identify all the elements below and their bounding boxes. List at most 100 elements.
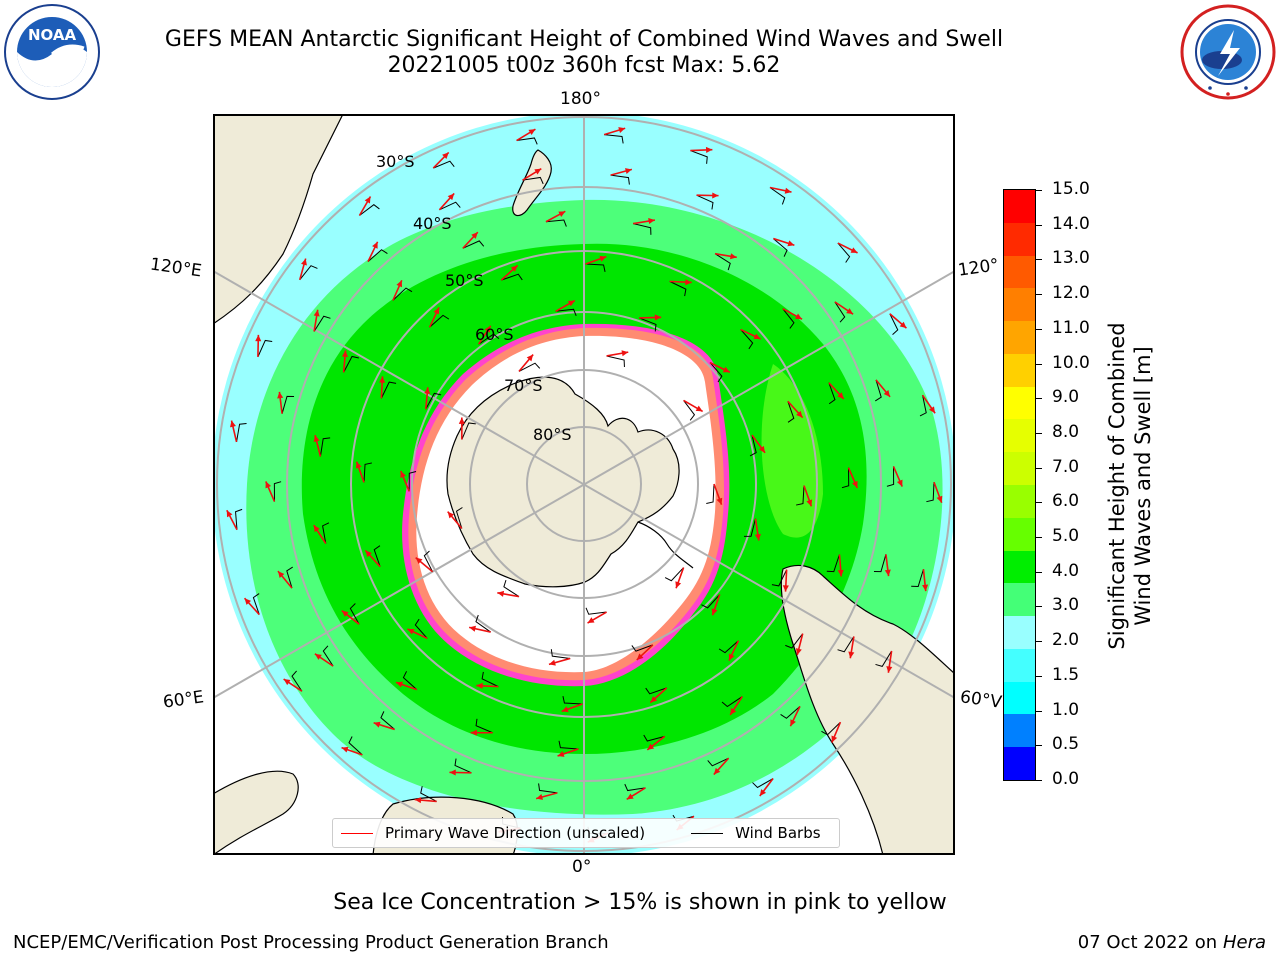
noaa-logo: NOAA [4,4,100,100]
wave-direction-arrowhead [497,590,505,597]
wave-direction-arrowhead [469,625,476,632]
wind-barb [669,280,687,297]
wave-direction-arrowhead [471,232,478,239]
wind-barb [501,273,523,281]
lon-label-0: 0° [572,857,592,877]
colorbar-title-line2: Wind Waves and Swell [m] [1131,346,1155,626]
colorbar-tick-label: 12.0 [1052,283,1090,304]
wave-direction-arrowhead [301,258,307,266]
wind-barb [461,422,476,440]
wind-barb [408,470,417,492]
colorbar-segment [1004,321,1035,355]
wind-barb [281,395,295,414]
wind-barb-swatch [691,832,724,834]
wind-barb [252,593,260,615]
footer-date-text: 07 Oct 2022 on [1077,932,1223,953]
antarctic-peninsula [637,521,694,569]
australia-land [213,114,344,325]
colorbar-tick-label: 8.0 [1052,421,1080,442]
chart-subtitle: 20221005 t00z 360h fcst Max: 5.62 [387,53,781,78]
wave-direction-arrowhead [447,193,455,201]
map-panel [213,114,955,855]
colorbar-segment [1004,714,1035,748]
wave-direction-arrowhead [850,247,858,253]
colorbar-segment [1004,747,1035,781]
wind-barb [423,550,434,572]
colorbar-segment [1004,386,1035,420]
noaa-logo-text: NOAA [28,26,77,44]
wave-direction-arrowhead [396,681,403,688]
wind-barb [414,618,428,639]
wind-barb [503,579,520,598]
wave-direction-arrowhead [476,682,483,689]
wind-barb [740,329,754,350]
wind-barb [785,633,804,649]
wind-barb [367,249,388,262]
colorbar-segment [1004,353,1035,387]
colorbar-segment [1004,485,1035,518]
colorbar-segment [1004,255,1035,289]
wind-barb [429,314,450,328]
colorbar-segment [1004,616,1035,650]
wave-direction-arrowhead [846,308,854,315]
wind-barb [633,223,652,235]
wind-barb [782,308,795,329]
wave-direction-arrowhead [414,797,422,804]
footer-system: Hera [1222,932,1266,953]
colorbar-tick-label: 0.5 [1052,734,1080,755]
wind-barb [439,201,461,211]
wind-barb [392,287,413,301]
lat-label-30s: 30°S [376,152,415,171]
wind-barb [696,194,714,210]
wind-barb [380,381,397,399]
wave-direction-arrowhead [255,334,262,342]
footer-credit: NCEP/EMC/Verification Post Processing Pr… [13,932,609,953]
wave-direction-arrowhead [758,445,766,453]
wind-barb [359,204,380,216]
wave-direction-arrowhead [355,461,362,469]
colorbar-segment [1004,452,1035,486]
wave-direction-arrowhead [621,350,629,357]
wind-barb [538,783,558,794]
wave-direction-arrowhead [675,581,682,589]
colorbar-tick [1036,224,1042,226]
wave-direction-swatch [341,832,373,834]
wind-barb [518,362,541,372]
wind-barb [343,355,359,373]
wave-direction-arrowhead [705,146,713,153]
colorbar-tick [1036,398,1042,400]
wave-direction-arrowhead [526,354,534,362]
wave-direction-arrowhead [722,366,730,373]
wave-direction-arrowhead [442,152,449,160]
wind-barb [889,313,899,335]
wave-direction-arrowhead [313,435,320,443]
wave-direction-arrowhead [341,746,349,753]
colorbar-tick [1036,537,1042,539]
colorbar-segment [1004,550,1035,584]
wave-direction-arrowhead [229,420,236,428]
colorbar-tick [1036,328,1042,330]
wind-barb [911,569,924,587]
wind-barb [475,614,491,633]
wave-direction-arrowhead [277,391,284,399]
lon-label-60e: 60°E [161,687,206,713]
wind-barb [273,481,282,502]
wind-barb [236,423,247,443]
wave-direction-arrowhead [837,392,844,399]
wind-barb [235,508,243,530]
wave-direction-arrowhead [365,550,372,558]
wave-direction-arrowhead [730,253,737,260]
wave-direction-arrowhead [650,696,658,703]
wave-direction-arrowhead [283,679,291,686]
colorbar-tick [1036,190,1042,191]
wave-direction-arrowhead [372,241,378,249]
wind-barb [749,434,757,457]
wave-direction-arrowhead [886,666,893,673]
colorbar-tick-label: 15.0 [1052,179,1090,199]
wind-barb [645,687,667,695]
wave-direction-arrowhead [470,729,477,736]
wave-direction-arrowhead [795,648,802,655]
wind-barb [919,395,927,417]
wave-direction-arrowhead [728,653,735,661]
wind-barb [433,160,455,169]
